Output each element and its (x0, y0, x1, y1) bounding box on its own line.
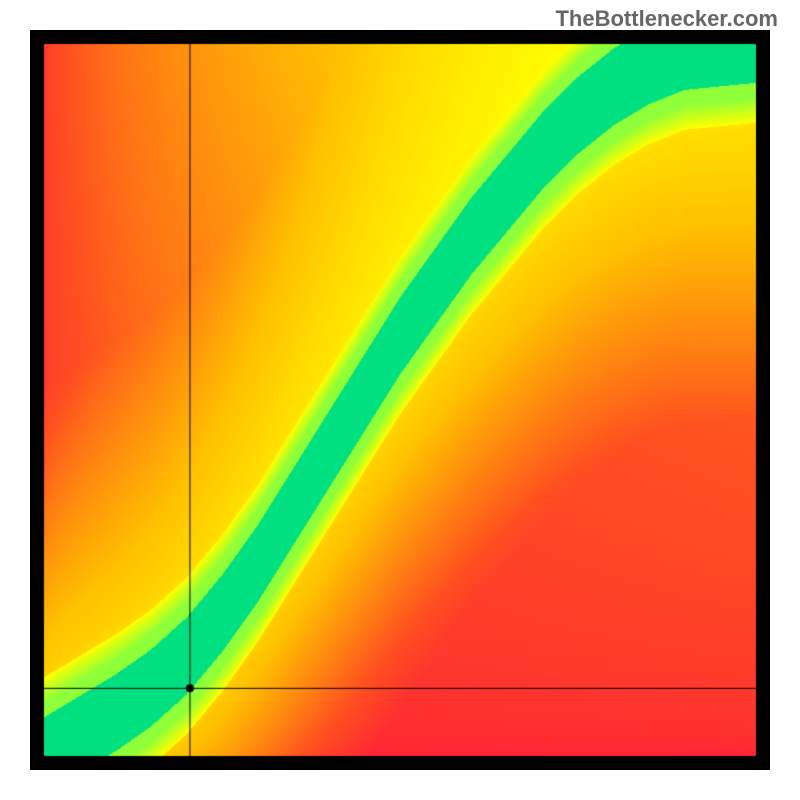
watermark-text: TheBottlenecker.com (555, 6, 778, 32)
heatmap-canvas (30, 30, 770, 770)
plot-area (30, 30, 770, 770)
chart-container: TheBottlenecker.com (0, 0, 800, 800)
